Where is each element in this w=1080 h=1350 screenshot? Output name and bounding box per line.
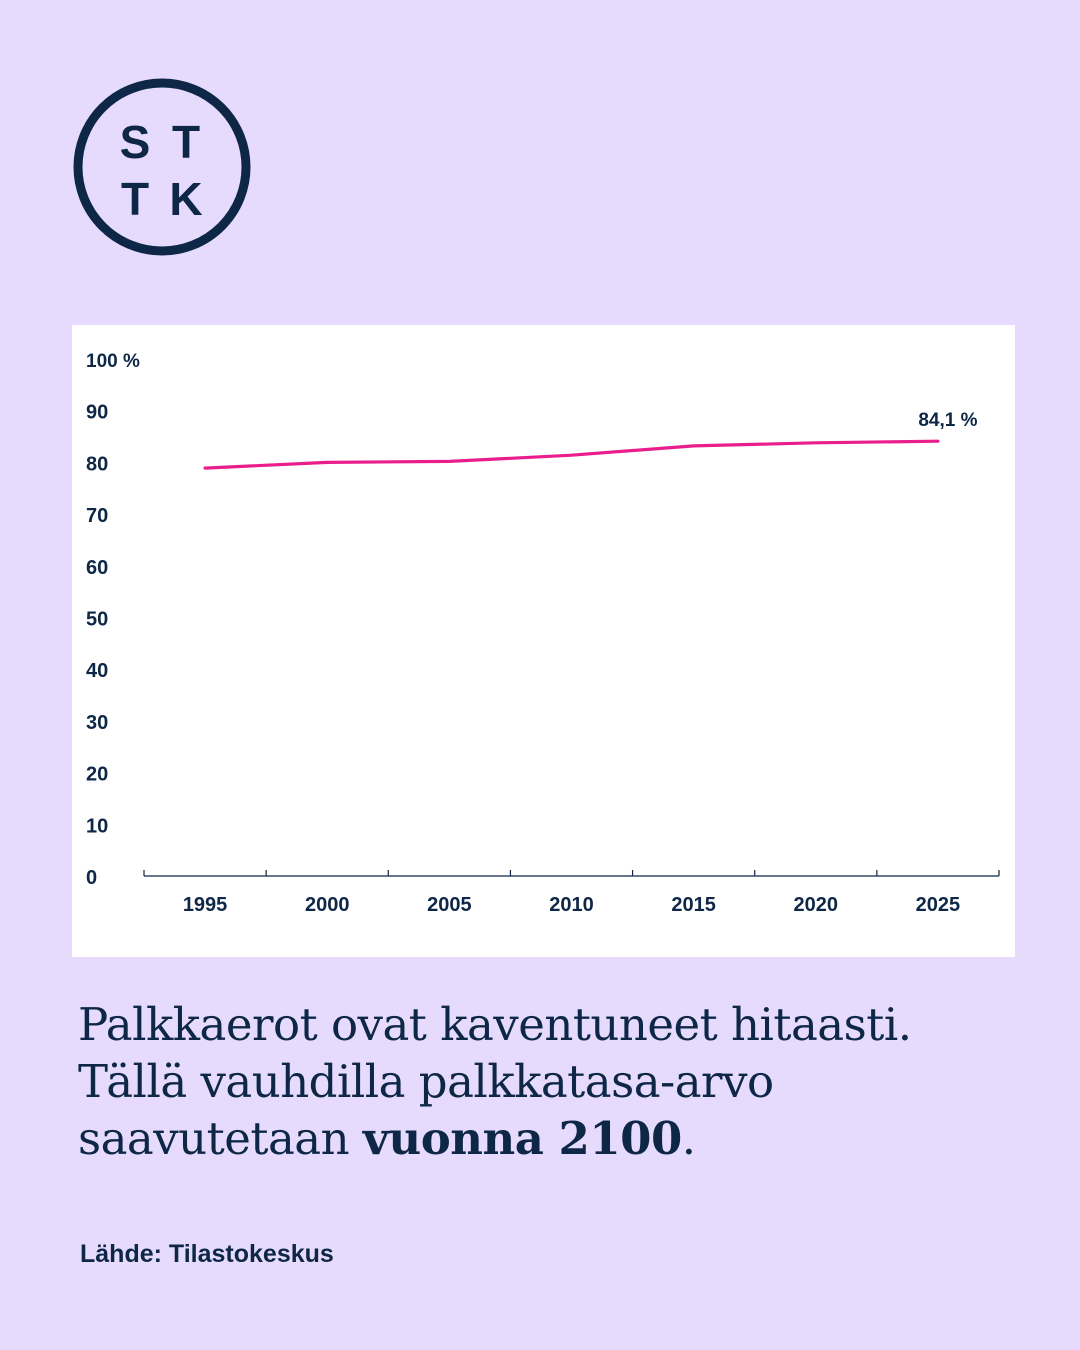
headline-highlight: vuonna 2100 bbox=[362, 1112, 682, 1165]
headline-line-1: Palkkaerot ovat kaventuneet hitaasti. bbox=[78, 998, 912, 1051]
x-tick-label: 1995 bbox=[183, 894, 228, 916]
data-label: 84,1 % bbox=[918, 410, 977, 431]
sttk-logo-mark: S T T K bbox=[73, 78, 251, 256]
source-note: Lähde: Tilastokeskus bbox=[80, 1240, 334, 1268]
y-tick-label: 90 bbox=[86, 402, 108, 424]
x-tick-label: 2015 bbox=[671, 894, 716, 916]
headline-line-3-prefix: saavutetaan bbox=[78, 1112, 363, 1165]
y-tick-label: 50 bbox=[86, 609, 108, 631]
x-tick-label: 2000 bbox=[305, 894, 350, 916]
x-tick-label: 2010 bbox=[549, 894, 594, 916]
logo-letter: T bbox=[172, 116, 200, 168]
headline-line-2: Tällä vauhdilla palkkatasa-arvo bbox=[78, 1055, 774, 1108]
series-line bbox=[203, 439, 940, 470]
logo-letter: K bbox=[169, 173, 202, 225]
x-tick-label: 2020 bbox=[794, 894, 839, 916]
y-tick-label: 80 bbox=[86, 453, 108, 475]
y-tick-label: 20 bbox=[86, 764, 108, 786]
logo-ring bbox=[73, 78, 251, 256]
sttk-logo: S T T K bbox=[72, 77, 252, 257]
chart-card: 0 10 20 30 40 50 60 70 80 90 100 % 1995 2000 2005 2010… bbox=[72, 325, 1015, 957]
y-tick-label: 70 bbox=[86, 505, 108, 527]
y-tick-label: 30 bbox=[86, 712, 108, 734]
x-tick-label: 2025 bbox=[916, 894, 961, 916]
logo-letter: S bbox=[120, 116, 151, 168]
y-tick-label: 0 bbox=[86, 867, 97, 889]
y-tick-label: 100 % bbox=[86, 351, 140, 372]
y-tick-label: 10 bbox=[86, 815, 108, 837]
headline-line-3-suffix: . bbox=[681, 1112, 696, 1165]
y-tick-label: 40 bbox=[86, 660, 108, 682]
y-tick-label: 60 bbox=[86, 557, 108, 579]
x-tick-label: 2005 bbox=[427, 894, 472, 916]
logo-letter: T bbox=[121, 173, 149, 225]
line-chart: 0 10 20 30 40 50 60 70 80 90 100 % 1995 2000 2005 2010… bbox=[86, 351, 1000, 916]
headline: Palkkaerot ovat kaventuneet hitaasti. Tä… bbox=[78, 996, 1038, 1167]
